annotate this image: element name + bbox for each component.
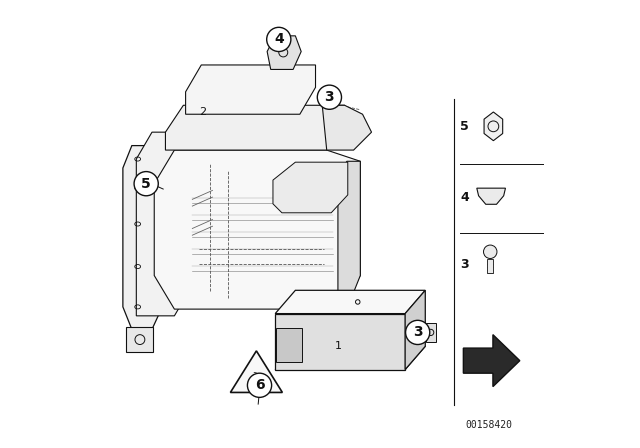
Polygon shape bbox=[477, 188, 506, 204]
Polygon shape bbox=[323, 105, 371, 150]
Text: 3: 3 bbox=[413, 325, 422, 340]
Text: 3: 3 bbox=[460, 258, 469, 271]
Polygon shape bbox=[426, 323, 436, 342]
Text: 1: 1 bbox=[335, 341, 341, 351]
Polygon shape bbox=[273, 162, 348, 213]
Text: 2: 2 bbox=[257, 375, 261, 382]
Bar bbox=[276, 328, 302, 362]
Polygon shape bbox=[186, 65, 316, 114]
Polygon shape bbox=[338, 161, 360, 309]
Text: ñ: ñ bbox=[251, 372, 257, 382]
Text: 4: 4 bbox=[274, 32, 284, 47]
Polygon shape bbox=[127, 327, 154, 352]
Polygon shape bbox=[484, 112, 502, 141]
Text: 5: 5 bbox=[460, 120, 469, 133]
Text: 4: 4 bbox=[460, 190, 469, 204]
Polygon shape bbox=[123, 146, 163, 329]
Text: 5: 5 bbox=[141, 177, 151, 191]
Polygon shape bbox=[154, 150, 360, 309]
Polygon shape bbox=[275, 346, 425, 370]
Circle shape bbox=[248, 373, 271, 397]
Polygon shape bbox=[463, 335, 520, 387]
Circle shape bbox=[317, 85, 342, 109]
Polygon shape bbox=[487, 259, 493, 273]
Text: 3: 3 bbox=[324, 90, 334, 104]
Circle shape bbox=[267, 27, 291, 52]
Polygon shape bbox=[275, 290, 425, 314]
Polygon shape bbox=[267, 36, 301, 69]
Circle shape bbox=[406, 320, 430, 345]
Polygon shape bbox=[275, 314, 405, 370]
Polygon shape bbox=[165, 105, 345, 150]
Circle shape bbox=[134, 172, 158, 196]
Circle shape bbox=[484, 245, 497, 258]
Text: 00158420: 00158420 bbox=[466, 420, 513, 430]
Polygon shape bbox=[230, 351, 282, 392]
Polygon shape bbox=[405, 290, 425, 370]
Polygon shape bbox=[136, 132, 190, 316]
Text: 2: 2 bbox=[199, 107, 206, 117]
Text: 6: 6 bbox=[255, 378, 264, 392]
